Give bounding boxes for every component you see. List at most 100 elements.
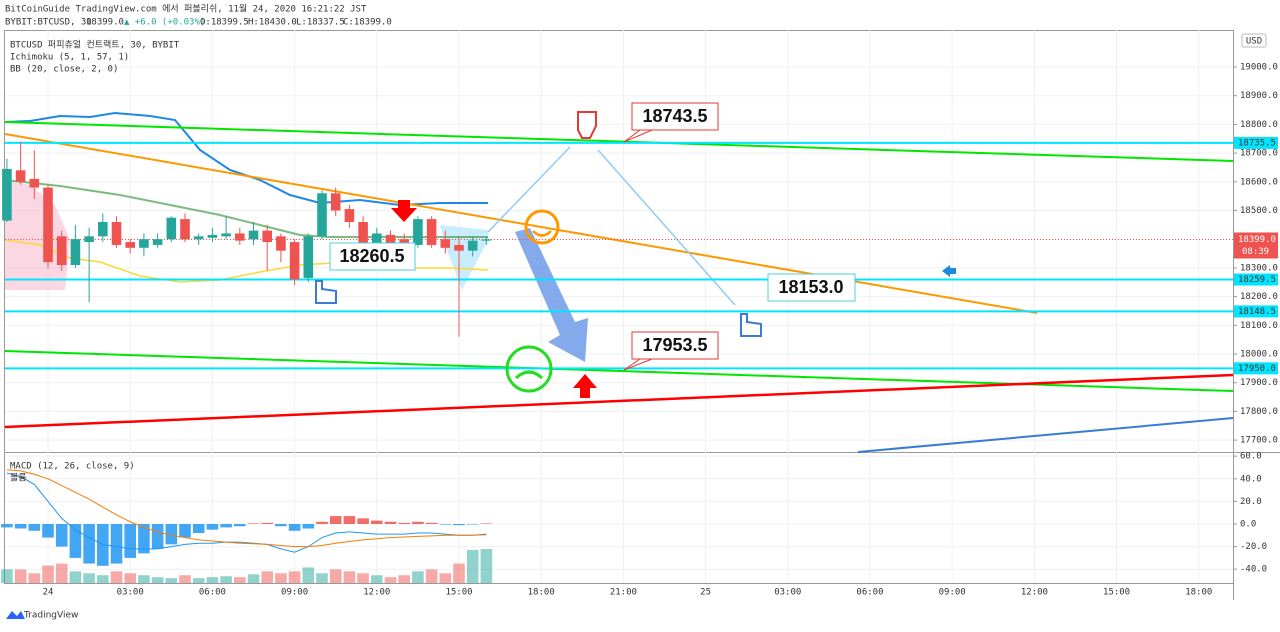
macd-histogram xyxy=(206,523,219,530)
projection-line xyxy=(487,146,571,233)
smiley-icon xyxy=(524,209,560,245)
macd-histogram xyxy=(357,518,369,524)
volume-bar xyxy=(247,574,260,583)
candle-body xyxy=(262,230,272,243)
macd-histogram xyxy=(83,523,95,564)
volume-bar xyxy=(480,549,493,583)
macd-histogram xyxy=(247,523,260,524)
x-tick-label: 06:00 xyxy=(199,588,226,598)
macd-histogram xyxy=(439,523,452,525)
x-tick-label: 18:00 xyxy=(1185,588,1212,598)
volume-bar xyxy=(439,573,452,583)
legend-text: BB (20, close, 2, 0) xyxy=(10,65,118,75)
macd-histogram xyxy=(69,523,82,558)
y-tick-label: -40.0 xyxy=(1240,565,1267,575)
volume-bar xyxy=(151,577,164,583)
macd-histogram xyxy=(480,523,493,524)
macd-histogram xyxy=(425,522,438,524)
candle-body xyxy=(43,187,53,263)
volume-bar xyxy=(288,571,301,583)
x-tick-label: 06:00 xyxy=(856,588,883,598)
macd-histogram xyxy=(138,523,150,554)
macd-histogram xyxy=(42,523,54,538)
up-arrow xyxy=(573,374,597,398)
candle-body xyxy=(276,236,286,251)
candle-body xyxy=(98,221,108,237)
macd-histogram xyxy=(371,520,383,524)
volume-bar xyxy=(192,578,205,583)
volume-bar xyxy=(316,573,328,583)
callout-box xyxy=(767,273,856,302)
last-price-tag xyxy=(1234,232,1278,259)
candle-body xyxy=(385,234,396,244)
volume-bar xyxy=(42,565,54,583)
hand-icon xyxy=(315,280,337,304)
candle-body xyxy=(152,239,163,245)
volume-bar xyxy=(55,563,68,583)
candle-body xyxy=(330,193,341,211)
volume-bar xyxy=(14,569,27,583)
macd-histogram xyxy=(220,523,232,528)
macd-histogram xyxy=(275,523,287,527)
candle-body xyxy=(56,236,67,266)
hand-icon xyxy=(577,111,597,139)
x-tick-label: 21:00 xyxy=(610,588,637,598)
y-tick-label: 18800.0 xyxy=(1240,120,1278,130)
macd-histogram xyxy=(124,523,137,558)
legend-text: MACD (12, 26, close, 9) xyxy=(10,462,135,472)
candle-body xyxy=(344,209,355,222)
macd-histogram xyxy=(384,521,397,524)
x-tick-label: 09:00 xyxy=(281,588,308,598)
candle-body xyxy=(454,244,464,251)
y-tick-label: 17800.0 xyxy=(1240,407,1278,417)
callout-box xyxy=(631,102,719,131)
legend-text: 볼륨 xyxy=(10,473,27,484)
header-title: BitCoinGuide TradingView.com 에서 퍼블리쉬, 11… xyxy=(5,3,367,15)
macd-histogram xyxy=(1,523,13,528)
candle-body xyxy=(193,236,204,240)
volume-bar xyxy=(83,573,95,583)
trend-line xyxy=(4,373,1234,429)
callout-box xyxy=(631,331,719,360)
volume-bar xyxy=(466,549,479,583)
candle-body xyxy=(372,233,382,244)
last-price-label: 18399.0 xyxy=(1238,235,1276,245)
y-tick-label: 17700.0 xyxy=(1240,436,1278,446)
candle-body xyxy=(29,178,40,188)
macd-histogram xyxy=(261,522,273,524)
candle-body xyxy=(303,236,314,278)
trend-line xyxy=(857,417,1234,453)
volume-bar xyxy=(206,577,219,583)
trend-line xyxy=(4,121,1234,162)
y-tick-label: 18000.0 xyxy=(1240,349,1278,359)
volume-bar xyxy=(1,569,13,583)
macd-histogram xyxy=(288,523,301,531)
y-tick-label: 18700.0 xyxy=(1240,149,1278,159)
candle-body xyxy=(166,217,177,240)
y-tick-label: 0.0 xyxy=(1240,519,1256,529)
y-tick-label: 18600.0 xyxy=(1240,177,1278,187)
header-ohlc: L:18337.5 xyxy=(296,18,345,28)
currency: USD xyxy=(1246,37,1262,47)
volume-bar xyxy=(302,567,315,583)
y-tick-label: 40.0 xyxy=(1240,474,1262,484)
volume-bar xyxy=(124,573,137,583)
legend-text: BTCUSD 퍼피츄얼 컨트랙트, 30, BYBIT xyxy=(10,40,180,51)
sad-icon xyxy=(505,345,553,393)
volume-bar xyxy=(275,573,287,583)
callout-text: 18260.5 xyxy=(339,246,404,266)
y-tick-label: 18100.0 xyxy=(1240,321,1278,331)
header-ohlc: H:18430.0 xyxy=(248,18,297,28)
y-tick-label: -20.0 xyxy=(1240,542,1267,552)
x-tick-label: 12:00 xyxy=(363,588,390,598)
macd-histogram xyxy=(55,523,68,547)
level-label: 17950.0 xyxy=(1238,364,1276,374)
level-tag xyxy=(1234,362,1278,375)
currency-box[interactable] xyxy=(1241,33,1267,48)
smiley-icon xyxy=(532,230,552,237)
x-tick-label: 03:00 xyxy=(117,588,144,598)
volume-bar xyxy=(179,575,191,583)
callout-text: 18743.5 xyxy=(642,106,707,126)
volume-bar xyxy=(371,575,383,583)
